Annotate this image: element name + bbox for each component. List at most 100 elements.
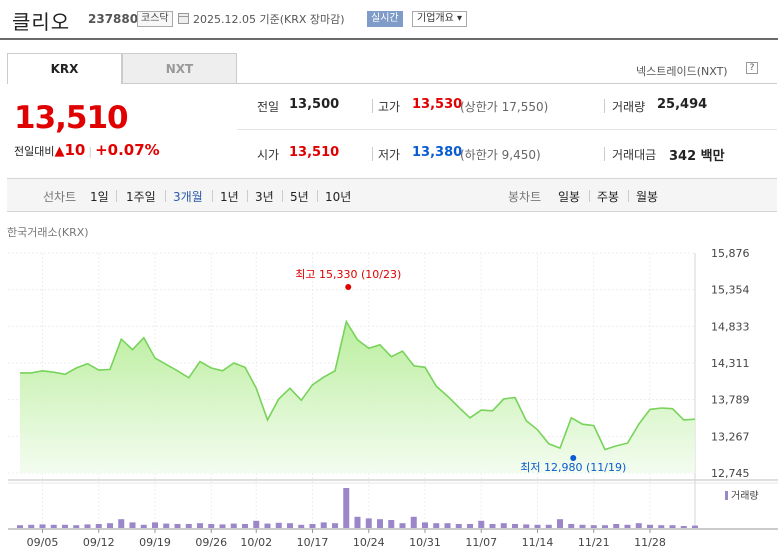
volume-bar — [275, 522, 282, 528]
volume-bar — [613, 524, 620, 528]
period-bar: 선차트 1일 1주일 3개월 1년 3년 5년 10년 봉차트 일봉 주봉 월봉 — [7, 178, 777, 212]
volume-bar — [309, 524, 316, 528]
volume-bar — [253, 520, 260, 528]
volume-bar — [84, 524, 91, 528]
volume-bar — [39, 524, 46, 528]
volume-bar — [647, 524, 653, 528]
volume-bar — [174, 524, 181, 528]
line-chart-label: 선차트 — [43, 190, 77, 204]
volume-bar — [118, 519, 125, 528]
low-value: 13,380 — [412, 145, 463, 160]
volume-bar — [377, 519, 383, 528]
y-tick-label: 12,745 — [711, 467, 750, 480]
x-tick-label: 10/24 — [353, 536, 385, 549]
volume-bar — [73, 525, 80, 528]
volume-bar — [534, 524, 541, 528]
y-tick-label: 13,789 — [711, 394, 750, 407]
period-separator — [165, 190, 166, 202]
volume-bar — [107, 523, 113, 528]
price-line — [20, 319, 696, 451]
volume-bar — [568, 524, 575, 528]
volume-bar — [343, 488, 350, 528]
volume-bar — [545, 524, 552, 528]
quote-divider — [372, 147, 373, 161]
volume-bar — [455, 524, 462, 528]
help-icon[interactable]: ? — [746, 62, 758, 74]
x-tick-label: 10/02 — [240, 536, 272, 549]
realtime-button[interactable]: 실시간 — [367, 11, 403, 27]
calendar-icon — [178, 13, 189, 24]
y-tick-label: 15,876 — [711, 247, 750, 260]
x-tick-label: 11/21 — [578, 536, 610, 549]
high-label: 고가 — [378, 100, 401, 114]
prev-close-label: 전일 — [257, 100, 280, 114]
volume-bar — [478, 520, 485, 528]
volume-bar — [444, 523, 451, 528]
x-tick-label: 11/14 — [522, 536, 554, 549]
volume-legend-swatch — [725, 491, 728, 500]
period-3y[interactable]: 3년 — [255, 190, 274, 204]
volume-bar — [512, 524, 518, 528]
change-label: 전일대비 — [14, 145, 55, 158]
quote-divider — [604, 99, 605, 113]
base-date: 2025.12.05 기준(KRX 장마감) — [193, 13, 345, 26]
volume-bar — [152, 522, 158, 528]
market-badge: 코스닥 — [137, 11, 173, 27]
volume-bar — [50, 524, 57, 528]
candle-daily[interactable]: 일봉 — [558, 190, 581, 204]
period-separator — [317, 190, 318, 202]
volume-bar — [523, 524, 530, 528]
quote-divider — [372, 99, 373, 113]
period-3m[interactable]: 3개월 — [173, 190, 203, 204]
volume-bar — [197, 523, 203, 528]
volume-bar — [500, 523, 507, 528]
y-tick-label: 14,311 — [711, 357, 750, 370]
volume-bar — [624, 524, 631, 528]
nxt-link[interactable]: 넥스트레이드(NXT) — [636, 65, 728, 78]
volume-bar — [669, 525, 676, 528]
volume-bar — [62, 524, 68, 528]
low-marker — [570, 455, 577, 461]
up-arrow-icon: ▲ — [54, 144, 65, 159]
tab-divider — [237, 83, 777, 84]
price-area — [20, 321, 695, 473]
open-label: 시가 — [257, 148, 280, 162]
period-1y[interactable]: 1년 — [220, 190, 239, 204]
x-tick-label: 09/05 — [27, 536, 59, 549]
volume-bar — [590, 525, 597, 528]
period-10y[interactable]: 10년 — [325, 190, 352, 204]
y-tick-label: 14,833 — [711, 320, 750, 333]
volume-label: 거래량 — [612, 100, 646, 114]
period-5y[interactable]: 5년 — [290, 190, 309, 204]
x-tick-label: 10/31 — [409, 536, 441, 549]
volume-bar — [422, 522, 428, 528]
y-tick-label: 13,267 — [711, 430, 750, 443]
volume-bar — [332, 523, 338, 528]
price-chart: 15,876 15,354 14,833 14,311 13,789 13,267 12,7… — [8, 247, 778, 549]
stock-code: 237880 — [88, 12, 139, 26]
volume-bar — [163, 523, 170, 528]
tab-krx[interactable]: KRX — [7, 53, 122, 84]
x-tick-label: 11/07 — [465, 536, 497, 549]
period-1d[interactable]: 1일 — [90, 190, 109, 204]
open-value: 13,510 — [289, 145, 340, 160]
candle-monthly[interactable]: 월봉 — [636, 190, 659, 204]
volume-bar — [557, 519, 563, 528]
volume-bar — [28, 524, 35, 528]
period-separator — [116, 190, 117, 202]
company-overview-button[interactable]: 기업개요 ▾ — [412, 11, 467, 27]
amount-value: 342 백만 — [669, 149, 725, 164]
candle-weekly[interactable]: 주봉 — [597, 190, 620, 204]
change-percent: +0.07% — [95, 141, 160, 159]
tab-nxt[interactable]: NXT — [122, 53, 237, 84]
volume-legend: 거래량 — [731, 490, 759, 502]
prev-close-value: 13,500 — [289, 97, 340, 112]
volume-bar — [17, 525, 23, 528]
period-1w[interactable]: 1주일 — [126, 190, 156, 204]
volume-bar — [230, 523, 237, 528]
high-value: 13,530 — [412, 97, 463, 112]
period-separator — [212, 190, 213, 202]
volume-bar — [320, 522, 327, 528]
period-separator — [282, 190, 283, 202]
volume-bar — [95, 524, 102, 528]
